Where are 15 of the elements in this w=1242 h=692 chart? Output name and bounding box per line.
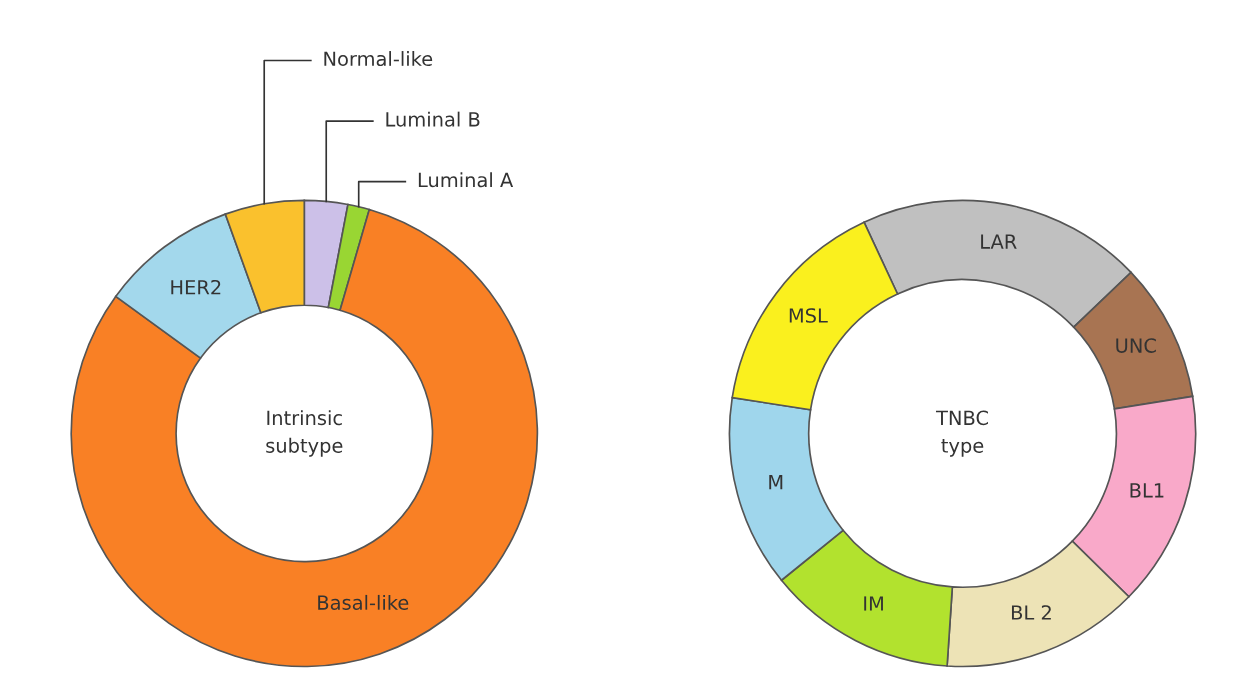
text: TNBC type — [935, 410, 988, 457]
donut-slice — [70, 208, 539, 668]
slice-label: BL1 — [1130, 483, 1164, 498]
slice-label: BL 2 — [1011, 605, 1051, 620]
slice-label: Luminal A — [418, 172, 514, 188]
slice-label: HER2 — [171, 279, 221, 295]
slice-label: LAR — [981, 234, 1017, 249]
text: Intrinsic subtype — [266, 410, 343, 457]
slice-label: Normal-like — [324, 51, 433, 67]
slice-label: MSL — [789, 308, 828, 323]
slice-label: M — [769, 475, 783, 490]
slice-label: UNC — [1116, 338, 1156, 353]
slice-label: IM — [864, 596, 883, 611]
slice-label: Luminal B — [386, 111, 480, 127]
slice-label: Basal-like — [318, 594, 409, 610]
